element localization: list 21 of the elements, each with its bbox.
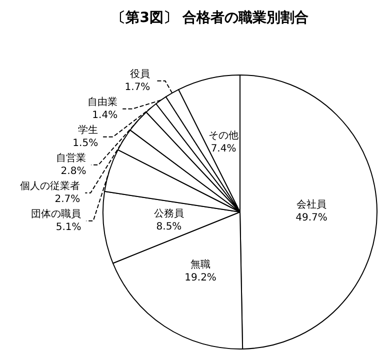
data-label: 5.1%	[56, 222, 82, 233]
data-label: 1.4%	[92, 110, 118, 121]
data-label: 2.7%	[54, 194, 80, 205]
chart-title: 〔第3図〕 合格者の職業別割合	[112, 9, 308, 26]
data-label: 7.4%	[210, 143, 236, 154]
slice-label: その他	[208, 129, 239, 142]
slice-label: 学生	[78, 124, 98, 136]
data-label: 19.2%	[184, 272, 216, 284]
slice-label: 自営業	[56, 152, 86, 164]
data-label: 1.7%	[124, 82, 150, 93]
slice-label: 会社員	[296, 198, 326, 210]
slice-label: 団体の職員	[31, 208, 82, 220]
data-label: 49.7%	[296, 212, 328, 224]
data-label: 8.5%	[156, 221, 182, 232]
slice-label: 公務員	[154, 207, 184, 220]
data-label: 1.5%	[72, 138, 98, 149]
data-label: 2.8%	[60, 166, 86, 177]
slice-label: 無職	[190, 258, 211, 271]
slice-label: 自由業	[88, 96, 118, 108]
slice-label: 個人の従業者	[20, 180, 80, 192]
slice-label: 役員	[130, 68, 150, 80]
